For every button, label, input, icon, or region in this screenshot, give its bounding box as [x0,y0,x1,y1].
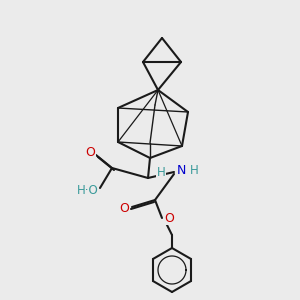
Text: H·O: H·O [77,184,99,197]
Text: O: O [85,146,95,160]
Text: O: O [164,212,174,224]
Text: N: N [177,164,186,176]
Text: H: H [190,164,199,176]
Text: O: O [119,202,129,214]
Text: H: H [157,167,165,179]
